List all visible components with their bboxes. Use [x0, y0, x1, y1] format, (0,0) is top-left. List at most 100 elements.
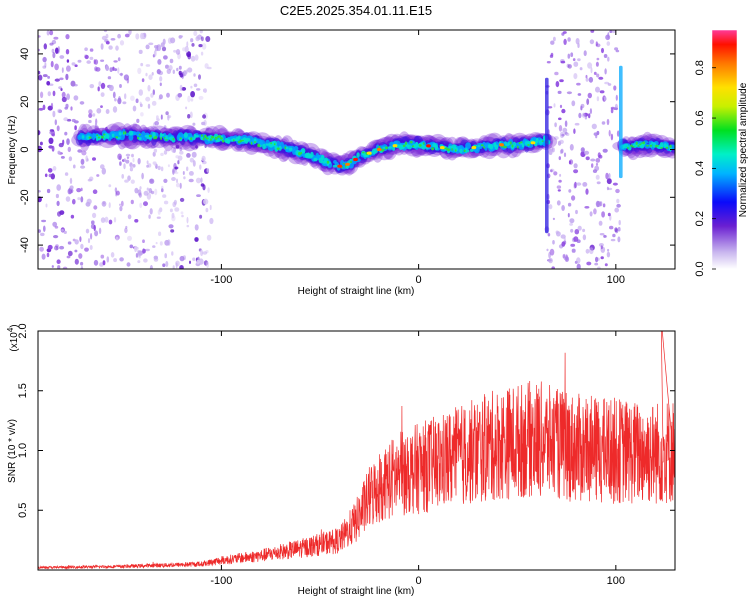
spectrogram-noise-speck [198, 44, 203, 48]
spectrogram-ridge-cell [137, 136, 139, 140]
spectrogram-ridge-cell [660, 147, 664, 149]
spectrogram-noise-speck [547, 233, 551, 237]
spectrogram-noise-speck [74, 239, 79, 245]
spectrogram-noise-speck [184, 46, 189, 53]
spectrogram-noise-speck [194, 224, 199, 231]
spectrogram-ridge-cell [637, 145, 640, 147]
spectrogram-edge-streak [545, 77, 549, 234]
colorbar: 0.0 0.2 0.4 0.6 0.8 Normalized spectral ampl… [694, 29, 749, 277]
spectrogram-noise-speck [612, 233, 616, 238]
spectrogram-noise-speck [134, 246, 139, 250]
spectrogram-noise-speck [147, 84, 151, 92]
spectrogram-noise-speck [186, 166, 189, 172]
spectrogram-hotspot [471, 146, 477, 150]
spectrogram-ridge-cell [111, 133, 115, 138]
spectrogram-noise-speck [571, 195, 576, 201]
spectrogram-noise-speck [62, 266, 68, 269]
spectrogram-noise-speck [150, 127, 154, 132]
spectrogram-noise-speck [88, 119, 92, 124]
spectrogram-noise-speck [553, 36, 556, 42]
spectrogram-noise-speck [140, 32, 144, 40]
spectrogram-ridge-cell [509, 141, 512, 145]
spectrogram-noise-speck [146, 187, 149, 191]
spectrogram-noise-speck [63, 230, 67, 234]
spectrogram-noise-speck [46, 252, 50, 258]
spectrogram-noise-speck [123, 163, 126, 170]
spectrogram-ridge-cell [273, 143, 276, 146]
spectrogram-noise-speck [561, 133, 565, 137]
spectrogram-noise-speck [122, 101, 127, 105]
spectrogram-noise-speck [608, 173, 611, 179]
spectrogram-noise-speck [134, 219, 139, 223]
spectrogram-noise-speck [105, 65, 110, 71]
spectrogram-noise-speck [588, 113, 591, 119]
spectrogram-noise-speck [564, 120, 568, 127]
spectrogram-noise-speck [176, 67, 179, 72]
spectrogram-noise-speck [140, 112, 144, 117]
spectrogram-noise-speck [209, 204, 212, 211]
spectrogram-noise-speck [613, 85, 617, 91]
spectrogram-ridge-cell [149, 136, 152, 140]
spectrogram-noise-speck [609, 214, 612, 221]
spectrogram-ridge-cell [459, 148, 463, 154]
spectrogram-noise-speck [613, 107, 618, 110]
snr-panel: -100 0 100 0.5 1.0 1.5 2.0 Height of straight … [6, 323, 676, 597]
spectrogram-ridge-cell [118, 131, 122, 136]
spectrogram-ridge-cell [298, 152, 301, 156]
spectrogram-noise-speck [198, 95, 204, 100]
spectrogram-noise-speck [190, 98, 194, 102]
spectrogram-noise-speck [148, 42, 154, 46]
spectrogram-noise-speck [603, 54, 608, 58]
spectrogram-noise-speck [142, 239, 145, 243]
spectrogram-noise-speck [573, 236, 579, 242]
spectrogram-noise-speck [561, 241, 566, 247]
spectrogram-noise-speck [80, 158, 85, 165]
colorbar-gradient [712, 30, 737, 269]
spectrogram-hotspot [392, 144, 398, 148]
spectrogram-noise-speck [590, 158, 596, 162]
spectrogram-noise-speck [52, 221, 58, 227]
spectrogram-noise-speck [200, 183, 205, 187]
spectrogram-noise-speck [203, 88, 207, 93]
spectrogram-ridge-cell [521, 143, 525, 148]
spectrogram-noise-speck [107, 76, 112, 80]
spectrogram-noise-speck [87, 178, 93, 182]
spectrogram-noise-speck [569, 223, 573, 226]
spectrogram-ridge-cell [183, 132, 188, 139]
spectrogram-noise-speck [67, 146, 72, 153]
spectrogram-noise-speck [121, 174, 124, 179]
spectrogram-noise-speck [98, 144, 102, 147]
spectrogram-noise-speck [206, 234, 212, 241]
spectrogram-noise-speck [567, 202, 572, 207]
spectrogram-noise-speck [59, 245, 65, 250]
spectrogram-noise-speck [179, 72, 184, 78]
spectrogram-noise-speck [573, 163, 578, 169]
spectrogram-noise-speck [587, 92, 592, 99]
spectrogram-noise-speck [583, 50, 587, 57]
spectrogram-noise-speck [125, 159, 130, 164]
spectrogram-noise-speck [153, 148, 158, 153]
spectrogram-ridge-cell [541, 140, 544, 142]
spectrogram-y-tick-label: 20 [19, 96, 31, 108]
spectrogram-noise-speck [43, 225, 46, 232]
spectrogram-noise-speck [80, 187, 83, 192]
spectrogram-noise-speck [546, 61, 551, 64]
spectrogram-noise-speck [204, 63, 209, 69]
spectrogram-noise-speck [63, 117, 69, 122]
spectrogram-noise-speck [38, 196, 42, 203]
spectrogram-noise-speck [181, 87, 187, 91]
spectrogram-ridge-cell [480, 144, 484, 147]
spectrogram-noise-speck [79, 101, 85, 105]
spectrogram-ridge-cell [422, 142, 425, 145]
spectrogram-noise-speck [196, 259, 201, 265]
spectrogram-noise-speck [100, 82, 106, 89]
spectrogram-noise-speck [609, 30, 613, 33]
spectrogram-noise-speck [93, 259, 99, 266]
spectrogram-hotspot [439, 146, 445, 150]
spectrogram-noise-speck [157, 165, 161, 171]
spectrogram-noise-speck [567, 64, 572, 69]
spectrogram-noise-speck [108, 202, 111, 209]
spectrogram-noise-speck [194, 237, 199, 242]
spectrogram-noise-speck [89, 48, 94, 52]
spectrogram-noise-speck [47, 244, 53, 250]
